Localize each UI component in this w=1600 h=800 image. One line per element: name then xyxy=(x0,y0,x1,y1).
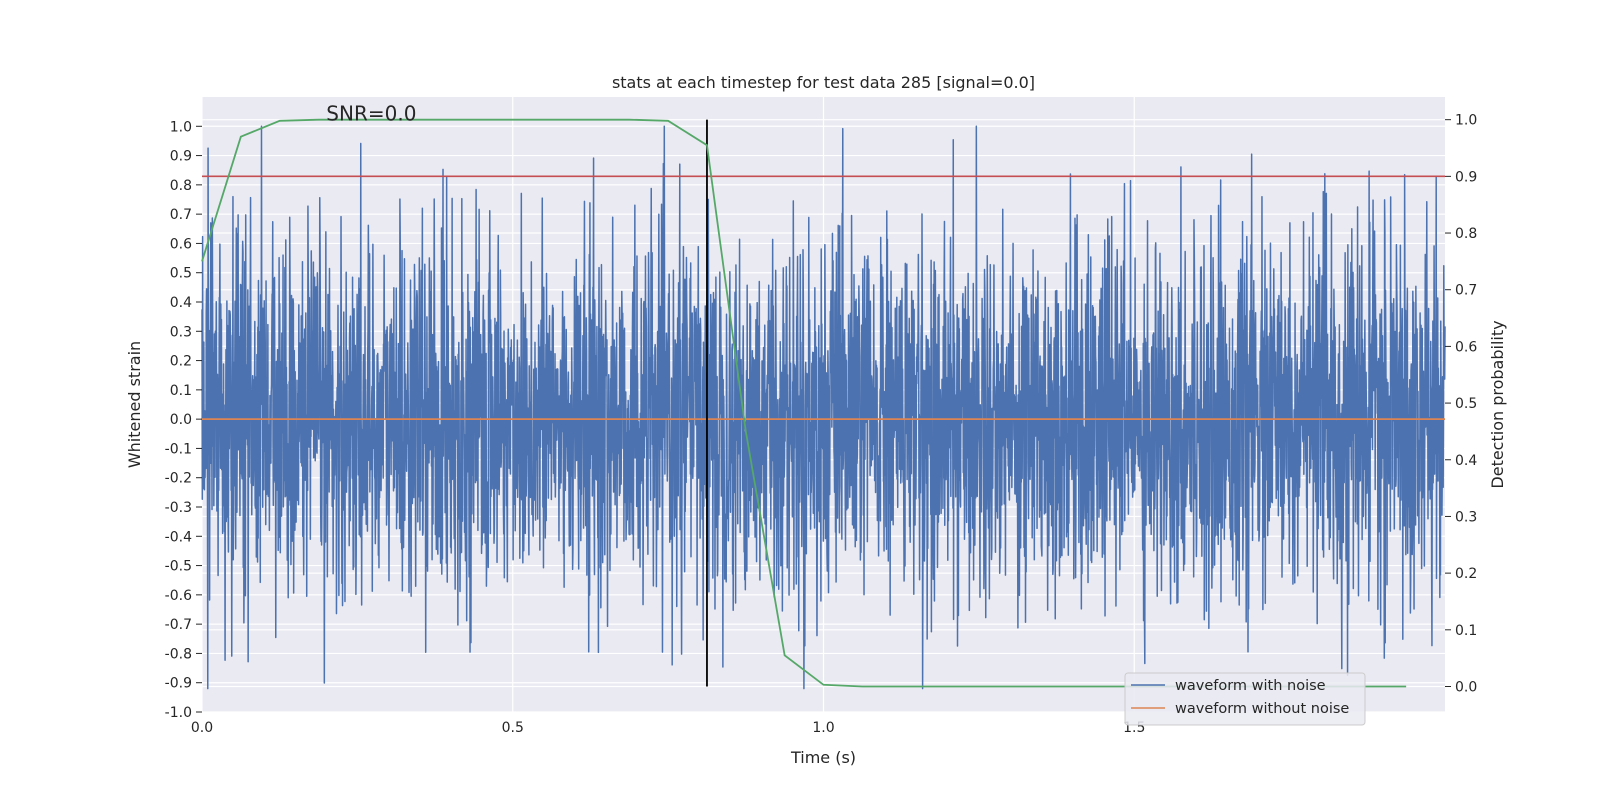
y2-tick-label: 0.4 xyxy=(1455,453,1477,469)
chart-title: stats at each timestep for test data 285… xyxy=(612,73,1035,92)
y2-tick-label: 0.3 xyxy=(1455,509,1477,525)
y-tick-label: 0.5 xyxy=(170,266,192,282)
y-tick-label: -0.9 xyxy=(165,676,192,692)
y-tick-label: -0.8 xyxy=(165,646,192,662)
x-tick-label: 0.5 xyxy=(502,720,524,736)
legend-label-clean: waveform without noise xyxy=(1175,701,1349,717)
legend-box xyxy=(1124,672,1366,726)
y2-tick-label: 0.8 xyxy=(1455,226,1477,242)
y-tick-label: 0.4 xyxy=(170,295,192,311)
y2-tick-label: 0.6 xyxy=(1455,339,1477,355)
y-tick-label: 0.0 xyxy=(170,412,192,428)
y-tick-label: 0.8 xyxy=(170,178,192,194)
y-tick-label: 0.7 xyxy=(170,207,192,223)
y-tick-label: -1.0 xyxy=(165,705,192,721)
y-tick-label: -0.4 xyxy=(165,529,192,545)
y-tick-label: 0.6 xyxy=(170,236,192,252)
y2-tick-label: 0.0 xyxy=(1455,679,1477,695)
snr-annotation: SNR=0.0 xyxy=(326,101,416,125)
y2-axis-label: Detection probability xyxy=(1488,320,1507,488)
y2-tick-label: 0.1 xyxy=(1455,623,1477,639)
y-tick-label: 1.0 xyxy=(170,119,192,135)
y-axis-label: Whitened strain xyxy=(125,341,144,468)
y-tick-label: -0.6 xyxy=(165,588,192,604)
y-tick-label: 0.3 xyxy=(170,324,192,340)
y-tick-label: 0.1 xyxy=(170,383,192,399)
y2-tick-label: 0.9 xyxy=(1455,169,1477,185)
y-tick-label: -0.2 xyxy=(165,471,192,487)
x-tick-label: 0.0 xyxy=(191,720,213,736)
legend-label-noise: waveform with noise xyxy=(1175,678,1326,694)
waveform-with-noise-path xyxy=(201,125,1446,690)
y2-tick-label: 0.7 xyxy=(1455,283,1477,299)
y-tick-label: 0.2 xyxy=(170,354,192,370)
x-tick-label: 1.0 xyxy=(812,720,834,736)
y-tick-label: -0.3 xyxy=(165,500,192,516)
y-tick-label: -0.5 xyxy=(165,559,192,575)
y-tick-label: -0.1 xyxy=(165,441,192,457)
waveform-with-noise-line xyxy=(201,125,1446,690)
legend: waveform with noise waveform without noi… xyxy=(1124,672,1366,726)
y-tick-label: -0.7 xyxy=(165,617,192,633)
y2-tick-label: 0.5 xyxy=(1455,396,1477,412)
y2-tick-label: 1.0 xyxy=(1455,113,1477,129)
y-tick-label: 0.9 xyxy=(170,149,192,165)
x-axis-label: Time (s) xyxy=(790,748,856,767)
axes: 0.0 0.5 1.0 1.51.00.90.80.70.60.50.40.30.20… xyxy=(165,113,1478,736)
y2-tick-label: 0.2 xyxy=(1455,566,1477,582)
